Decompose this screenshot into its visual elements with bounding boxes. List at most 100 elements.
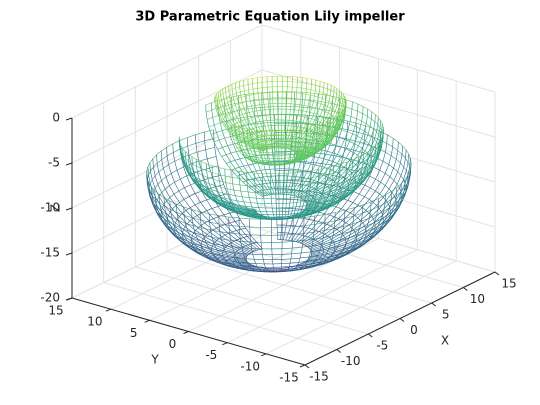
mesh-line [289,154,295,156]
mesh-line [311,118,315,121]
mesh-line [375,149,379,154]
mesh-line [228,112,232,115]
x-tick [336,349,341,353]
grid-line [227,249,418,344]
mesh-line [253,93,259,95]
mesh-line [231,241,234,243]
mesh-line [222,192,229,195]
mesh-line [345,222,350,226]
mesh-line [228,83,233,86]
mesh-line [172,140,180,145]
mesh-line [228,224,240,227]
mesh-line [308,141,399,248]
mesh-line [351,173,354,176]
mesh-line [158,193,165,198]
mesh-line [363,158,368,162]
mesh-line [367,108,373,112]
mesh-line [292,206,300,208]
mesh-line [386,143,393,148]
mesh-line [310,163,316,166]
mesh-line [334,117,337,120]
mesh-line [172,205,176,210]
mesh-line [200,211,210,215]
mesh-line [332,109,336,112]
mesh-line [250,156,255,158]
mesh-line [186,220,191,224]
mesh-line [242,245,246,248]
mesh-line [239,81,271,149]
mesh-line [294,90,340,153]
mesh-line [206,187,212,190]
mesh-line [324,104,328,107]
mesh-line [231,95,239,98]
mesh-line [200,199,207,203]
mesh-line [349,123,356,127]
mesh-line [345,157,350,161]
mesh-line [219,107,222,110]
mesh-line [182,229,184,233]
mesh-line [158,192,162,197]
mesh-line [310,89,316,91]
y-tick-label: -5 [205,348,217,362]
mesh-line [185,207,191,211]
mesh-line [338,184,340,187]
mesh-line [233,116,237,119]
mesh-line [320,132,328,135]
mesh-line [304,116,309,119]
mesh-line [161,147,167,152]
mesh-line [247,243,251,246]
mesh-line [374,139,377,143]
mesh-line [301,93,306,95]
mesh-line [315,132,318,135]
mesh-line [332,152,338,155]
mesh-line [332,161,338,164]
x-tick [368,333,373,338]
mesh-line [254,98,259,101]
mesh-line [315,164,320,167]
mesh-line [298,159,354,214]
mesh-line [286,171,304,219]
mesh-line [318,221,323,224]
mesh-line [400,191,403,196]
mesh-line [325,212,336,215]
mesh-line [296,128,302,130]
mesh-line [214,97,264,152]
mesh-line [349,244,357,248]
mesh-line [247,117,252,119]
mesh-line [232,183,240,186]
mesh-line [302,138,305,140]
mesh-line [249,94,254,96]
mesh-line [242,125,246,127]
mesh-line [203,235,213,238]
mesh-line [178,187,185,192]
mesh-line [224,233,229,236]
mesh-line [364,184,371,189]
mesh-line [355,140,364,144]
mesh-line [296,189,299,191]
mesh-line [310,175,409,257]
mesh-line [373,149,376,153]
mesh-line [293,201,301,204]
mesh-line [224,168,232,171]
mesh-line [302,108,369,200]
mesh-line [305,134,388,246]
mesh-line [298,137,301,139]
mesh-line [248,123,256,125]
mesh-line [382,160,389,165]
mesh-line [328,100,333,103]
mesh-line [311,78,316,81]
mesh-line [245,112,250,114]
mesh-line [311,228,316,231]
mesh-line [218,90,221,93]
mesh-line [230,160,236,163]
mesh-line [345,173,352,176]
mesh-line [183,196,190,200]
mesh-line [300,242,303,245]
mesh-line [311,84,316,86]
mesh-line [346,138,356,142]
x-tick-label: 0 [410,323,418,337]
mesh-line [282,226,294,228]
mesh-line [229,221,236,224]
mesh-line [184,214,193,219]
mesh-line [301,251,311,254]
